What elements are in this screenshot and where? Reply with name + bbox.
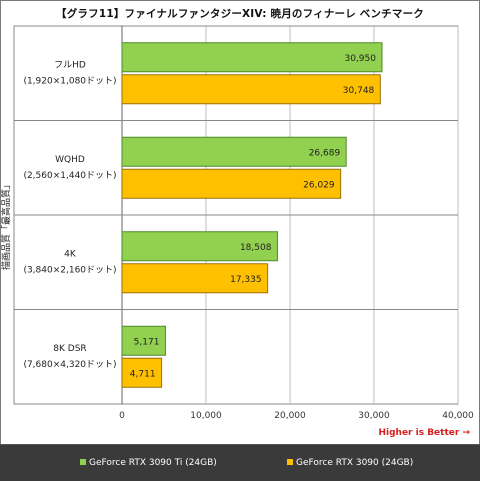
category-sublabel: (3,840×2,160ドット) — [23, 265, 116, 275]
x-tick-label: 0 — [119, 411, 125, 421]
chart-title: 【グラフ11】ファイナルファンタジーXIV: 暁月のフィナーレ ベンチマーク — [56, 8, 424, 20]
higher-is-better-note: Higher is Better → — [378, 428, 470, 438]
category-label: 4K — [64, 249, 77, 259]
legend-item-rtx-3090-ti: GeForce RTX 3090 Ti (24GB) — [80, 458, 217, 468]
legend-item-rtx-3090: GeForce RTX 3090 (24GB) — [287, 458, 413, 468]
bar-rtx-3090 — [121, 74, 381, 105]
bar-rtx-3090-ti — [121, 325, 166, 356]
bar-value-label: 17,335 — [230, 275, 262, 285]
bar-value-label: 30,950 — [344, 54, 376, 64]
bar-value-label: 26,689 — [309, 148, 341, 158]
category-sublabel: (7,680×4,320ドット) — [23, 360, 116, 370]
bar-rtx-3090 — [121, 357, 163, 388]
x-tick-label: 20,000 — [274, 411, 306, 421]
bar-chart: 描画品質「最高品質」 0 10,000 20,000 30,000 40,000 フルHD… — [0, 25, 474, 421]
legend-label: GeForce RTX 3090 (24GB) — [296, 458, 414, 468]
legend-label: GeForce RTX 3090 Ti (24GB) — [89, 458, 217, 468]
y-axis-label: 描画品質「最高品質」 — [0, 180, 12, 270]
bar-rtx-3090 — [121, 168, 342, 199]
x-tick-label: 40,000 — [442, 411, 474, 421]
bar-rtx-3090-ti — [121, 231, 278, 262]
category-label: 8K DSR — [53, 344, 86, 354]
legend: GeForce RTX 3090 Ti (24GB) GeForce RTX 3… — [0, 444, 480, 481]
bar-value-label: 5,171 — [134, 337, 160, 347]
bar-value-label: 4,711 — [130, 369, 156, 379]
category-sublabel: (1,920×1,080ドット) — [23, 76, 116, 86]
bar-rtx-3090-ti — [121, 42, 383, 73]
bar-value-label: 30,748 — [343, 86, 375, 96]
category-sublabel: (2,560×1,440ドット) — [23, 171, 116, 181]
category-label: フルHD — [54, 60, 86, 70]
bar-value-label: 26,029 — [303, 180, 335, 190]
x-tick-label: 30,000 — [358, 411, 390, 421]
category-label: WQHD — [55, 155, 85, 165]
x-tick-label: 10,000 — [190, 411, 222, 421]
bar-rtx-3090-ti — [121, 136, 347, 167]
legend-swatch-orange — [287, 459, 293, 465]
bar-rtx-3090 — [121, 263, 269, 294]
legend-swatch-green — [80, 459, 86, 465]
bar-value-label: 18,508 — [240, 243, 272, 253]
